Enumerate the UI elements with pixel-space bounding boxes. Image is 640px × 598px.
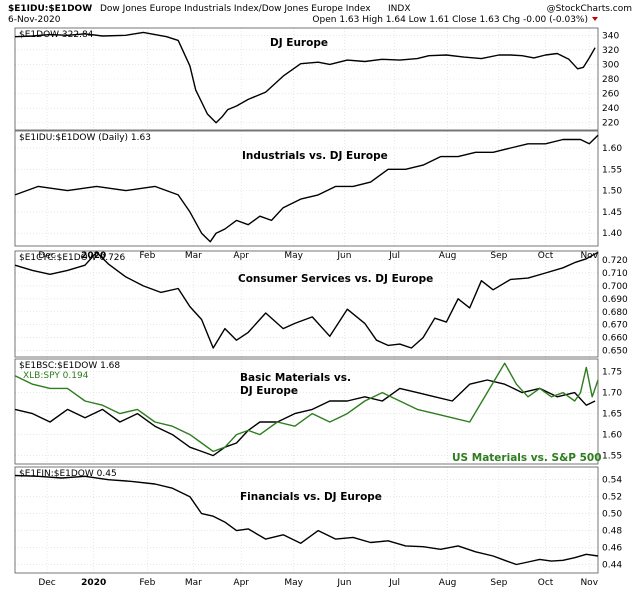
y-tick-label: 340: [602, 31, 619, 41]
x-tick-label: Jun: [336, 251, 351, 261]
header-description: Dow Jones Europe Industrials Index/Dow J…: [100, 4, 371, 14]
header-source: @StockCharts.com: [547, 4, 632, 14]
x-tick-label: 2020: [81, 578, 106, 588]
y-tick-label: 280: [602, 75, 619, 85]
x-tick-label: May: [284, 251, 303, 261]
x-tick-label: Dec: [38, 578, 55, 588]
x-tick-label: Mar: [185, 578, 202, 588]
down-arrow-icon: [592, 17, 598, 21]
legend-label: $E1BSC:$E1DOW 1.68: [19, 361, 120, 371]
panel-frame: [14, 466, 599, 574]
y-tick-label: 300: [602, 60, 619, 70]
panel-annotation: Basic Materials vs.: [240, 372, 351, 384]
y-tick-label: 0.50: [602, 510, 622, 520]
x-tick-label: Apr: [233, 578, 249, 588]
legend-label: $E1DOW 322.84: [19, 30, 94, 40]
y-tick-label: 0.44: [602, 561, 622, 571]
x-tick-label: Nov: [580, 251, 598, 261]
series-line-1: [14, 474, 599, 566]
y-tick-label: 1.50: [602, 187, 622, 197]
y-tick-label: 0.700: [602, 282, 628, 292]
y-tick-label: 1.60: [602, 431, 622, 441]
x-tick-label: Nov: [580, 578, 598, 588]
panel-annotation-green: US Materials vs. S&P 500: [452, 452, 602, 464]
legend-label: $E1IDU:$E1DOW (Daily) 1.63: [19, 133, 151, 143]
panel-4: 1.55 1.60 1.65 1.70 1.75 $E1BSC:$E1DOW 1.68XL…: [14, 358, 622, 465]
y-tick-label: 1.40: [602, 229, 622, 239]
legend-label: $E1CYC:$E1DOW 0.726: [19, 253, 126, 263]
y-tick-label: 0.670: [602, 321, 628, 331]
x-tick-label: Jun: [336, 578, 351, 588]
series-line-1: [14, 134, 599, 243]
y-tick-label: 0.54: [602, 476, 622, 486]
x-tick-label: Feb: [139, 578, 155, 588]
legend-label-2: XLB:SPY 0.194: [23, 371, 89, 381]
panel-frame: [14, 27, 599, 131]
x-tick-label: Aug: [439, 578, 457, 588]
panel-annotation: Industrials vs. DJ Europe: [242, 150, 388, 162]
y-tick-label: 0.46: [602, 544, 622, 554]
panel-1: 220 240 260 280 300 320 340 $E1DOW 322.84 DJ Eur…: [14, 27, 619, 131]
header-exchange: INDX: [388, 4, 410, 14]
y-tick-label: 0.48: [602, 527, 622, 537]
x-tick-label: Dec: [38, 251, 55, 261]
y-tick-label: 1.45: [602, 208, 622, 218]
header-symbol: $E1IDU:$E1DOW: [8, 4, 92, 14]
y-tick-label: 320: [602, 46, 619, 56]
y-tick-label: 220: [602, 119, 619, 129]
y-tick-label: 1.65: [602, 410, 622, 420]
panel-frame: [14, 250, 599, 358]
x-tick-label: Mar: [185, 251, 202, 261]
y-tick-label: 0.680: [602, 308, 628, 318]
y-tick-label: 0.52: [602, 493, 622, 503]
panel-annotation-line2: DJ Europe: [240, 385, 298, 397]
y-tick-label: 0.690: [602, 295, 628, 305]
y-tick-label: 1.75: [602, 368, 622, 378]
panel-frame: [14, 358, 599, 465]
legend-label: $E1FIN:$E1DOW 0.45: [19, 469, 117, 479]
x-tick-label: Oct: [538, 251, 554, 261]
y-tick-label: 1.70: [602, 389, 622, 399]
x-tick-label: Aug: [439, 251, 457, 261]
series-line-1: [14, 31, 596, 124]
panel-frame: [14, 130, 599, 247]
x-tick-label: Sep: [490, 578, 507, 588]
panel-2: 1.40 1.45 1.50 1.55 1.60 $E1IDU:$E1DOW (Daily…: [14, 130, 622, 261]
y-tick-label: 0.650: [602, 347, 628, 357]
panel-5: 0.44 0.46 0.48 0.50 0.52 0.54 $E1FIN:$E1DOW 0.…: [14, 466, 622, 588]
x-tick-label: Jul: [388, 578, 400, 588]
x-tick-label: Apr: [233, 251, 249, 261]
y-tick-label: 260: [602, 90, 619, 100]
panel-annotation: DJ Europe: [270, 37, 328, 49]
header-date: 6-Nov-2020: [8, 15, 61, 25]
x-tick-label: Feb: [139, 251, 155, 261]
y-tick-label: 1.55: [602, 165, 622, 175]
panel-3: 0.650 0.660 0.670 0.680 0.690 0.700 0.710 0.720…: [14, 250, 628, 358]
x-tick-label: May: [284, 578, 303, 588]
y-tick-label: 0.710: [602, 269, 628, 279]
series-line-2: [14, 362, 599, 453]
panel-annotation: Financials vs. DJ Europe: [240, 491, 382, 503]
series-line-1: [14, 379, 596, 457]
y-tick-label: 1.60: [602, 144, 622, 154]
y-tick-label: 240: [602, 104, 619, 114]
x-tick-label: Sep: [490, 251, 507, 261]
y-tick-label: 0.720: [602, 256, 628, 266]
x-tick-label: Oct: [538, 578, 554, 588]
y-tick-label: 0.660: [602, 334, 628, 344]
y-tick-label: 1.55: [602, 452, 622, 462]
series-line-1: [14, 251, 599, 349]
x-tick-label: Jul: [388, 251, 400, 261]
panel-annotation: Consumer Services vs. DJ Europe: [238, 273, 433, 285]
header-quote: Open 1.63 High 1.64 Low 1.61 Close 1.63 …: [312, 15, 588, 25]
